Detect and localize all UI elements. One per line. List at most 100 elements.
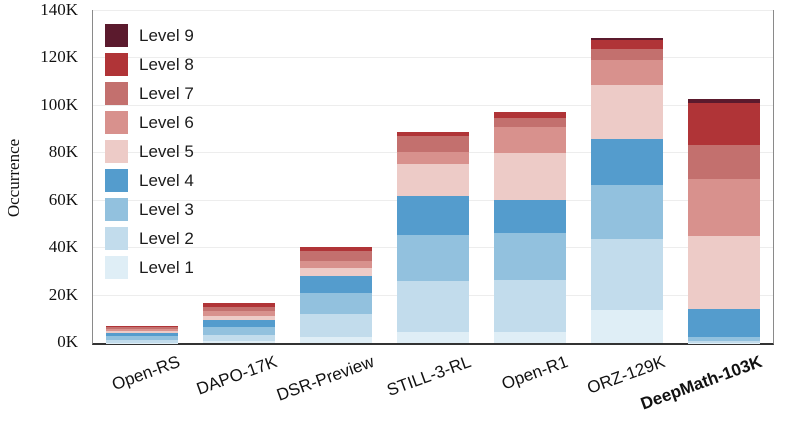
bar-segment-level-5 — [591, 84, 664, 140]
gridline — [93, 104, 773, 106]
bar-dapo-17k — [202, 302, 275, 343]
legend-label: Level 8 — [139, 54, 194, 74]
bar-orz-129k — [591, 38, 664, 343]
legend-label: Level 7 — [139, 83, 194, 103]
bars-container — [93, 11, 773, 343]
x-axis-label-open-rs: Open-RS — [108, 352, 183, 395]
x-axis-label-open-r1: Open-R1 — [499, 352, 571, 394]
bar-open-rs — [105, 326, 178, 343]
legend-swatch — [105, 227, 128, 250]
bar-segment-level-7 — [396, 136, 469, 152]
bar-segment-level-4 — [202, 320, 275, 327]
bar-segment-level-6 — [688, 178, 761, 236]
bar-segment-level-2 — [105, 339, 178, 343]
legend-label: Level 3 — [139, 199, 194, 219]
legend-item-level-4: Level 4 — [105, 166, 194, 195]
legend-swatch — [105, 198, 128, 221]
y-tick-label: 140K — [40, 0, 78, 19]
y-tick-label: 20K — [48, 284, 78, 304]
bar-segment-level-8 — [299, 247, 372, 251]
bar-segment-level-1 — [591, 309, 664, 343]
bar-segment-level-8 — [396, 131, 469, 137]
legend-label: Level 9 — [139, 25, 194, 45]
x-axis-label-orz-129k: ORZ-129K — [584, 352, 668, 398]
bar-segment-level-3 — [591, 185, 664, 239]
bar-segment-level-1 — [299, 337, 372, 343]
bar-dsr-preview — [299, 247, 372, 343]
bar-segment-level-4 — [105, 332, 178, 337]
bar-segment-level-9 — [591, 38, 664, 40]
gridline — [93, 57, 773, 59]
legend-label: Level 5 — [139, 141, 194, 161]
legend-item-level-1: Level 1 — [105, 253, 194, 282]
bar-segment-level-4 — [494, 200, 567, 234]
x-axis-label-still-3-rl: STILL-3-RL — [384, 352, 474, 400]
bar-segment-level-4 — [591, 139, 664, 186]
bar-segment-level-6 — [591, 59, 664, 85]
bar-deepmath-103k — [688, 98, 761, 343]
y-axis-ticks: 0K 20K 40K 60K 80K 100K 120K 140K — [0, 0, 84, 351]
bar-segment-level-2 — [494, 279, 567, 332]
bar-segment-level-3 — [202, 326, 275, 335]
bar-segment-level-7 — [591, 49, 664, 60]
legend-item-level-7: Level 7 — [105, 79, 194, 108]
bar-segment-level-7 — [299, 250, 372, 262]
bar-segment-level-8 — [105, 326, 178, 328]
legend-item-level-9: Level 9 — [105, 21, 194, 50]
legend-label: Level 1 — [139, 257, 194, 277]
bar-segment-level-5 — [688, 235, 761, 310]
gridline — [93, 10, 773, 11]
bar-segment-level-6 — [299, 261, 372, 269]
bar-segment-level-5 — [494, 153, 567, 201]
y-tick-label: 80K — [48, 142, 78, 162]
y-tick-label: 60K — [48, 189, 78, 209]
bar-segment-level-2 — [591, 238, 664, 310]
bar-segment-level-6 — [396, 151, 469, 164]
legend: Level 9 Level 8 Level 7 Level 6 Level 5 Level… — [105, 21, 194, 282]
bar-segment-level-3 — [396, 234, 469, 281]
bar-segment-level-1 — [396, 331, 469, 343]
bar-segment-level-8 — [202, 302, 275, 308]
bar-segment-level-3 — [494, 233, 567, 280]
bar-segment-level-7 — [105, 327, 178, 330]
legend-item-level-6: Level 6 — [105, 108, 194, 137]
legend-item-level-5: Level 5 — [105, 137, 194, 166]
plot-area: Level 9 Level 8 Level 7 Level 6 Level 5 Level… — [92, 10, 774, 345]
x-axis-label-deepmath-103k: DeepMath-103K — [638, 352, 765, 414]
bar-segment-level-5 — [299, 268, 372, 277]
legend-label: Level 6 — [139, 112, 194, 132]
bar-segment-level-3 — [299, 293, 372, 315]
legend-swatch — [105, 169, 128, 192]
bar-segment-level-7 — [688, 144, 761, 179]
bar-segment-level-3 — [688, 336, 761, 342]
bar-segment-level-9 — [688, 98, 761, 104]
bar-segment-level-8 — [494, 111, 567, 119]
bar-segment-level-6 — [105, 329, 178, 331]
bar-segment-level-4 — [299, 276, 372, 294]
bar-segment-level-8 — [688, 103, 761, 145]
bar-segment-level-7 — [202, 307, 275, 312]
bar-segment-level-3 — [105, 336, 178, 340]
legend-swatch — [105, 82, 128, 105]
bar-segment-level-6 — [494, 126, 567, 154]
bar-segment-level-1 — [202, 341, 275, 343]
bar-segment-level-5 — [202, 316, 275, 321]
bar-still-3-rl — [396, 131, 469, 343]
x-axis-label-dapo-17k: DAPO-17K — [193, 352, 280, 399]
bar-segment-level-5 — [396, 163, 469, 196]
legend-swatch — [105, 111, 128, 134]
legend-label: Level 4 — [139, 170, 194, 190]
legend-swatch — [105, 24, 128, 47]
bar-segment-level-2 — [202, 334, 275, 342]
bar-segment-level-5 — [105, 330, 178, 333]
x-axis-label-dsr-preview: DSR-Preview — [273, 352, 377, 405]
bar-segment-level-2 — [396, 280, 469, 332]
bar-segment-level-2 — [299, 314, 372, 338]
legend-swatch — [105, 140, 128, 163]
y-tick-label: 40K — [48, 237, 78, 257]
bar-segment-level-8 — [591, 39, 664, 50]
bar-segment-level-1 — [494, 331, 567, 343]
bar-segment-level-4 — [396, 195, 469, 235]
legend-swatch — [105, 53, 128, 76]
